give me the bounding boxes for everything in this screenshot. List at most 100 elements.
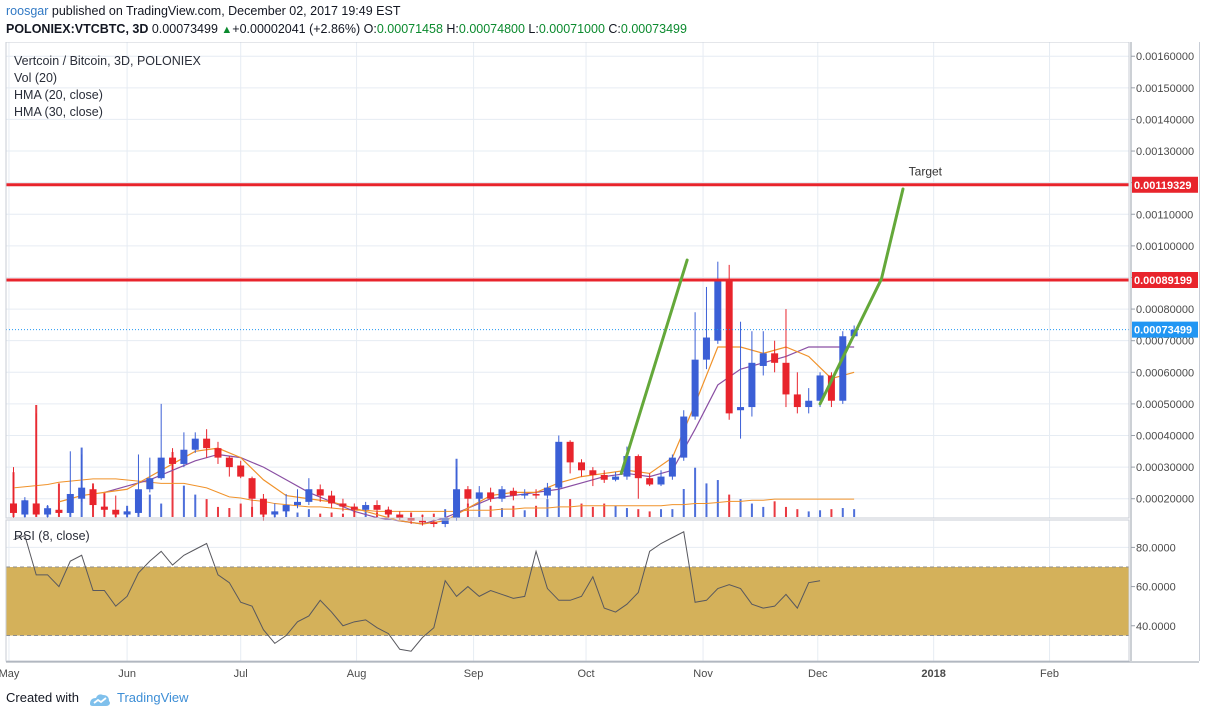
candle-body — [578, 462, 585, 471]
author-link[interactable]: roosgar — [6, 4, 49, 18]
price-tick-label: 0.00020000 — [1136, 494, 1194, 506]
candle — [316, 484, 324, 502]
level-price-tag: 0.00089199 — [1134, 275, 1192, 287]
candle — [157, 403, 165, 480]
candle-body — [600, 475, 608, 480]
candle — [487, 487, 495, 502]
candle — [134, 454, 142, 515]
candle-body — [157, 457, 165, 479]
candle — [475, 486, 483, 504]
candle — [169, 448, 177, 471]
tradingview-link[interactable]: TradingView — [117, 690, 189, 705]
volume-bar — [205, 499, 208, 517]
volume-bar — [716, 480, 719, 517]
candle-body — [225, 457, 233, 468]
candle-body — [259, 498, 267, 515]
time-tick-label: Sep — [464, 668, 484, 680]
level-price-tag-bg — [1132, 176, 1198, 193]
candle-body — [191, 438, 199, 450]
candle-body — [237, 465, 245, 477]
candle-body — [350, 506, 358, 510]
candle — [328, 490, 336, 509]
candle — [532, 489, 540, 499]
axes-layer: 0.00160000 0.00150000 0.00140000 0.00130000… — [0, 51, 1198, 680]
candle-body — [793, 394, 801, 408]
volume-bar — [364, 510, 367, 517]
price-tick-label: 0.00030000 — [1136, 462, 1194, 474]
rsi-band — [6, 567, 1129, 636]
rsi-line — [13, 530, 821, 652]
open-value: 0.00071458 — [376, 22, 443, 36]
candle-body — [294, 501, 301, 506]
candle-body — [680, 416, 688, 458]
price-tick-label: 0.00100000 — [1136, 241, 1194, 253]
volume-bar — [228, 508, 231, 517]
candle-body — [271, 511, 279, 515]
tradingview-logo-icon[interactable] — [88, 689, 112, 709]
volume-bar — [739, 499, 742, 517]
candle-body — [339, 503, 347, 507]
volume-bar — [478, 496, 481, 517]
volume-bar — [750, 503, 753, 517]
volume-bar — [614, 505, 617, 517]
candle-body — [771, 353, 779, 363]
volume-bar — [557, 468, 560, 517]
candle — [362, 501, 370, 512]
candle — [612, 471, 620, 482]
price-tick-label: 0.00040000 — [1136, 431, 1194, 443]
candle — [66, 451, 74, 515]
candle-body — [748, 362, 756, 408]
candle — [396, 511, 404, 521]
close-label: C: — [608, 22, 621, 36]
candle — [646, 473, 654, 487]
candle-body — [657, 476, 665, 485]
rsi-tick-label: 80.0000 — [1136, 542, 1176, 554]
candle — [32, 413, 40, 517]
volume-bar — [660, 509, 663, 517]
symbol-label: POLONIEX:VTCBTC, 3D — [6, 22, 149, 36]
candle — [55, 500, 63, 517]
candle-body — [66, 493, 74, 513]
candle — [725, 264, 733, 420]
candle-body — [362, 505, 370, 510]
volume-bar — [307, 509, 310, 517]
last-price-tag: 0.00073499 — [1134, 325, 1192, 337]
candle — [191, 432, 199, 453]
candle — [271, 503, 279, 518]
candle — [112, 495, 120, 518]
created-with-label: Created with — [6, 690, 79, 705]
chart-canvas[interactable]: Target 0.001600000.001500000.001400000.0… — [0, 42, 1207, 686]
candle-body — [737, 407, 745, 411]
last-price: 0.00073499 — [151, 22, 218, 36]
candle — [498, 486, 506, 502]
candle — [44, 505, 52, 518]
open-label: O: — [363, 22, 377, 36]
volume-bar — [489, 505, 492, 517]
volume-bar — [57, 483, 60, 517]
volume-bar — [807, 511, 810, 517]
price-tick-label: 0.00080000 — [1136, 304, 1194, 316]
candle-body — [100, 506, 108, 510]
candle — [407, 514, 415, 525]
volume-ma-line — [13, 478, 855, 512]
volume-bar — [705, 483, 708, 517]
target-annotation: Target — [909, 164, 943, 178]
low-label: L: — [528, 22, 539, 36]
candle — [839, 331, 847, 404]
candle — [237, 460, 245, 479]
volume-bar — [160, 503, 163, 517]
candle-body — [316, 489, 324, 496]
candle-body — [555, 441, 563, 488]
volume-bar — [523, 510, 526, 517]
volume-bar — [648, 511, 651, 517]
price-tick-label: 0.00050000 — [1136, 399, 1194, 411]
candle — [805, 388, 813, 414]
candle — [668, 454, 676, 480]
volume-bar — [830, 509, 833, 517]
candle — [589, 467, 597, 487]
candle-body — [396, 514, 404, 518]
candle-body — [134, 489, 142, 513]
candle — [555, 435, 563, 490]
candle-body — [328, 495, 336, 504]
volume-bar — [637, 509, 640, 517]
